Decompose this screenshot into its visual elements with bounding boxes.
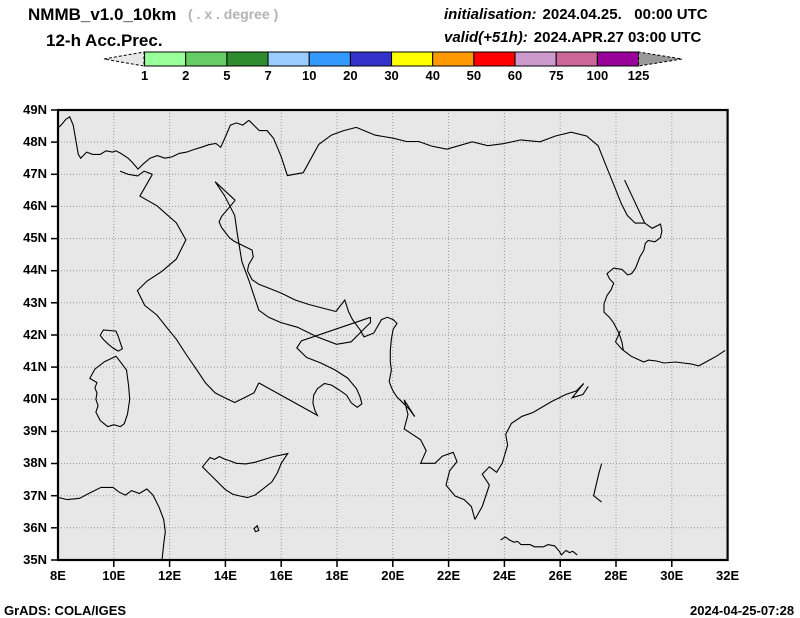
svg-text:47N: 47N [23, 166, 47, 181]
svg-text:42N: 42N [23, 327, 47, 342]
svg-text:12E: 12E [158, 568, 181, 583]
svg-text:16E: 16E [270, 568, 293, 583]
svg-text:30E: 30E [660, 568, 683, 583]
svg-text:24E: 24E [493, 568, 516, 583]
svg-text:18E: 18E [325, 568, 348, 583]
svg-text:20E: 20E [381, 568, 404, 583]
svg-text:38N: 38N [23, 455, 47, 470]
svg-text:41N: 41N [23, 359, 47, 374]
svg-text:8E: 8E [50, 568, 66, 583]
svg-text:36N: 36N [23, 520, 47, 535]
svg-text:26E: 26E [549, 568, 572, 583]
svg-text:44N: 44N [23, 262, 47, 277]
svg-text:39N: 39N [23, 423, 47, 438]
svg-text:40N: 40N [23, 391, 47, 406]
svg-text:28E: 28E [604, 568, 627, 583]
svg-text:43N: 43N [23, 295, 47, 310]
svg-text:45N: 45N [23, 230, 47, 245]
svg-text:48N: 48N [23, 134, 47, 149]
svg-text:49N: 49N [23, 102, 47, 117]
svg-text:32E: 32E [716, 568, 739, 583]
svg-text:14E: 14E [214, 568, 237, 583]
svg-text:22E: 22E [437, 568, 460, 583]
svg-text:10E: 10E [102, 568, 125, 583]
svg-text:46N: 46N [23, 198, 47, 213]
svg-text:37N: 37N [23, 488, 47, 503]
svg-text:35N: 35N [23, 552, 47, 567]
